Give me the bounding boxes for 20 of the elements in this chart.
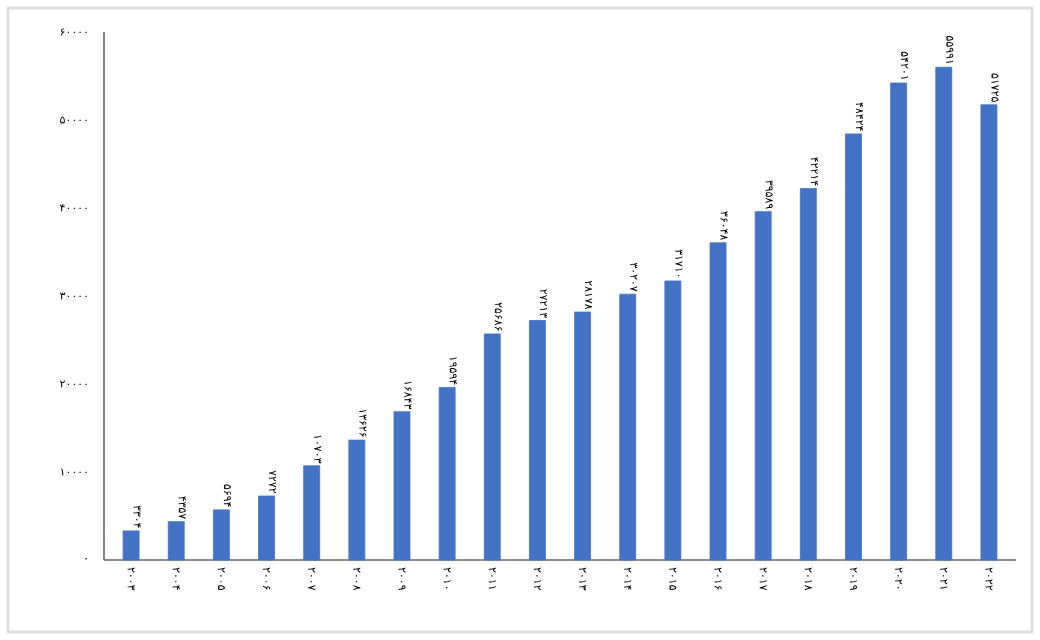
bar [212,509,230,561]
bar [483,333,501,561]
bar [799,188,817,561]
bar [167,521,185,561]
bar [664,280,682,561]
bar [258,495,275,561]
bar [348,439,366,561]
bar [574,311,591,561]
bar [438,387,456,561]
bar [529,320,546,561]
bar [980,104,998,561]
bar [393,411,411,561]
bar [709,242,727,561]
bar [935,66,953,561]
bar [619,293,637,561]
bar [845,133,862,561]
bar [122,530,140,561]
bar [303,465,321,561]
bar [890,82,908,561]
bar [754,211,772,561]
